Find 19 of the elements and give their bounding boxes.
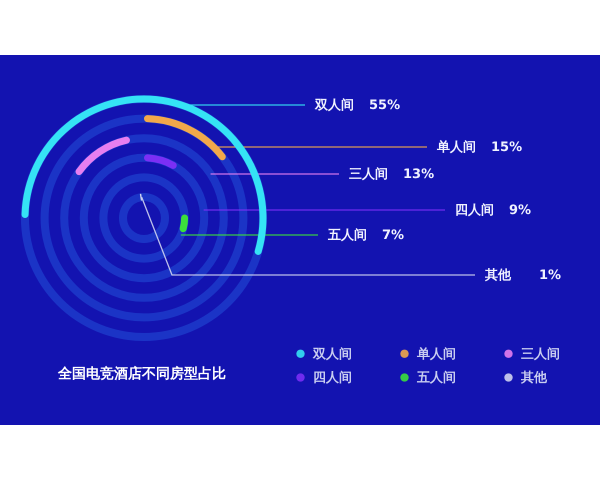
- text: 五人间: [328, 228, 367, 243]
- text: 单人间: [437, 140, 476, 155]
- legend-label: 其他: [520, 370, 548, 386]
- data-label: 13%: [403, 167, 434, 182]
- legend-label: 三人间: [521, 346, 560, 362]
- data-label: 55%: [369, 98, 400, 113]
- text: 双人间: [315, 98, 354, 113]
- data-label: 9%: [509, 203, 532, 218]
- legend-label: 双人间: [312, 346, 352, 362]
- data-label: 7%: [382, 228, 404, 243]
- text: 全国电竞酒店不同房型占比: [57, 365, 226, 382]
- text: 四人间: [455, 203, 494, 218]
- legend-label: 五人间: [416, 370, 456, 386]
- data-label: 1%: [539, 268, 562, 283]
- text: 其他: [485, 268, 511, 283]
- legend-label: 四人间: [313, 370, 352, 386]
- legend-label: 单人间: [416, 346, 456, 362]
- data-label: 15%: [491, 140, 522, 155]
- text: 三人间: [349, 167, 388, 182]
